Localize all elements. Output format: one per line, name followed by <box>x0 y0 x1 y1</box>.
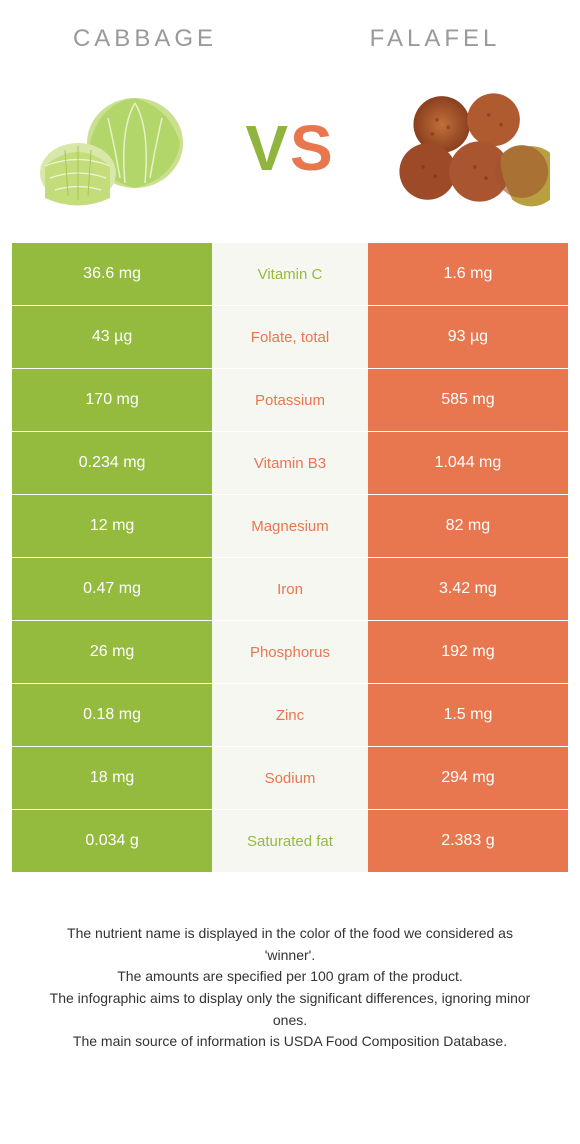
right-value: 3.42 mg <box>368 558 568 620</box>
left-value: 36.6 mg <box>12 243 212 305</box>
table-row: 26 mgPhosphorus192 mg <box>12 621 568 684</box>
footnote-line: The nutrient name is displayed in the co… <box>40 923 540 966</box>
nutrient-label: Potassium <box>212 369 368 431</box>
images-row: VS <box>0 63 580 243</box>
falafel-image <box>390 78 550 218</box>
table-row: 18 mgSodium294 mg <box>12 747 568 810</box>
footnote-line: The main source of information is USDA F… <box>40 1031 540 1053</box>
left-value: 0.47 mg <box>12 558 212 620</box>
footnotes: The nutrient name is displayed in the co… <box>0 873 580 1053</box>
right-value: 1.5 mg <box>368 684 568 746</box>
nutrient-label: Vitamin C <box>212 243 368 305</box>
nutrient-label: Sodium <box>212 747 368 809</box>
right-value: 93 µg <box>368 306 568 368</box>
table-row: 0.47 mgIron3.42 mg <box>12 558 568 621</box>
header-row: Cabbage Falafel <box>0 0 580 63</box>
right-value: 1.044 mg <box>368 432 568 494</box>
right-food-title: Falafel <box>290 25 580 53</box>
nutrient-label: Vitamin B3 <box>212 432 368 494</box>
left-value: 170 mg <box>12 369 212 431</box>
vs-v-letter: V <box>245 112 290 184</box>
left-value: 0.034 g <box>12 810 212 872</box>
right-value: 82 mg <box>368 495 568 557</box>
left-food-title: Cabbage <box>0 25 290 53</box>
table-row: 36.6 mgVitamin C1.6 mg <box>12 243 568 306</box>
table-row: 0.234 mgVitamin B31.044 mg <box>12 432 568 495</box>
right-value: 1.6 mg <box>368 243 568 305</box>
nutrient-label: Folate, total <box>212 306 368 368</box>
footnote-line: The infographic aims to display only the… <box>40 988 540 1031</box>
left-value: 18 mg <box>12 747 212 809</box>
right-value: 585 mg <box>368 369 568 431</box>
right-value: 192 mg <box>368 621 568 683</box>
left-value: 0.234 mg <box>12 432 212 494</box>
left-value: 12 mg <box>12 495 212 557</box>
table-row: 170 mgPotassium585 mg <box>12 369 568 432</box>
nutrient-label: Magnesium <box>212 495 368 557</box>
nutrient-label: Iron <box>212 558 368 620</box>
table-row: 12 mgMagnesium82 mg <box>12 495 568 558</box>
right-value: 294 mg <box>368 747 568 809</box>
nutrient-label: Phosphorus <box>212 621 368 683</box>
vs-s-letter: S <box>290 112 335 184</box>
table-row: 0.18 mgZinc1.5 mg <box>12 684 568 747</box>
cabbage-image <box>30 78 190 218</box>
right-value: 2.383 g <box>368 810 568 872</box>
comparison-table: 36.6 mgVitamin C1.6 mg43 µgFolate, total… <box>12 243 568 873</box>
left-value: 26 mg <box>12 621 212 683</box>
nutrient-label: Zinc <box>212 684 368 746</box>
footnote-line: The amounts are specified per 100 gram o… <box>40 966 540 988</box>
nutrient-label: Saturated fat <box>212 810 368 872</box>
left-value: 43 µg <box>12 306 212 368</box>
left-value: 0.18 mg <box>12 684 212 746</box>
table-row: 0.034 gSaturated fat2.383 g <box>12 810 568 873</box>
vs-label: VS <box>245 111 334 185</box>
table-row: 43 µgFolate, total93 µg <box>12 306 568 369</box>
